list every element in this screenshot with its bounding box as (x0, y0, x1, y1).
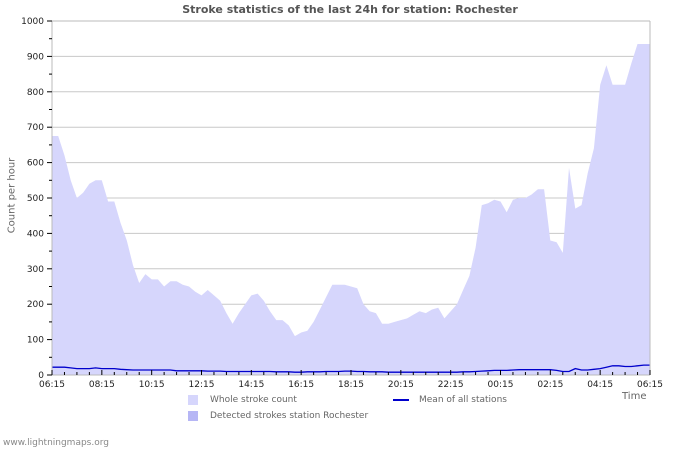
svg-text:20:15: 20:15 (388, 380, 414, 390)
chart-title: Stroke statistics of the last 24h for st… (182, 3, 518, 16)
legend-item-detected: Detected strokes station Rochester (188, 411, 368, 421)
svg-text:12:15: 12:15 (189, 380, 215, 390)
legend-item-mean: Mean of all stations (393, 395, 507, 405)
svg-text:06:15: 06:15 (637, 380, 663, 390)
legend-line-mean-icon (393, 399, 409, 401)
svg-text:18:15: 18:15 (338, 380, 364, 390)
svg-text:1000: 1000 (21, 17, 44, 27)
svg-text:800: 800 (27, 88, 44, 98)
legend-label-whole: Whole stroke count (210, 395, 297, 405)
svg-text:08:15: 08:15 (89, 380, 115, 390)
svg-text:22:15: 22:15 (438, 380, 464, 390)
legend-label-detected: Detected strokes station Rochester (210, 411, 369, 421)
svg-text:400: 400 (27, 229, 44, 239)
svg-text:02:15: 02:15 (537, 380, 563, 390)
svg-text:10:15: 10:15 (139, 380, 165, 390)
svg-text:700: 700 (27, 123, 44, 133)
svg-text:900: 900 (27, 52, 44, 62)
watermark-link[interactable]: www.lightningmaps.org (3, 438, 109, 448)
axes (47, 20, 651, 376)
x-axis-label: Time (622, 391, 647, 402)
legend-swatch-detected-icon (188, 411, 198, 421)
legend-label-mean: Mean of all stations (419, 395, 507, 405)
svg-text:200: 200 (27, 300, 44, 310)
y-axis-label: Count per hour (6, 157, 18, 234)
svg-text:600: 600 (27, 159, 44, 169)
svg-text:500: 500 (27, 194, 44, 204)
svg-text:100: 100 (27, 336, 44, 346)
svg-text:0: 0 (38, 371, 44, 381)
svg-text:14:15: 14:15 (238, 380, 264, 390)
svg-text:06:15: 06:15 (39, 380, 65, 390)
x-axis-tick-labels: 06:15 08:15 10:15 12:15 14:15 16:15 18:15 20:15… (39, 380, 663, 390)
svg-text:300: 300 (27, 265, 44, 275)
svg-text:00:15: 00:15 (488, 380, 514, 390)
svg-text:04:15: 04:15 (587, 380, 613, 390)
svg-text:16:15: 16:15 (288, 380, 314, 390)
y-axis-tick-labels: 0 100 200 300 400 500 600 700 800 900 1000 (21, 17, 44, 381)
legend-item-whole: Whole stroke count (188, 395, 297, 405)
legend-swatch-whole-icon (188, 395, 198, 405)
whole-stroke-count-area (52, 44, 650, 375)
